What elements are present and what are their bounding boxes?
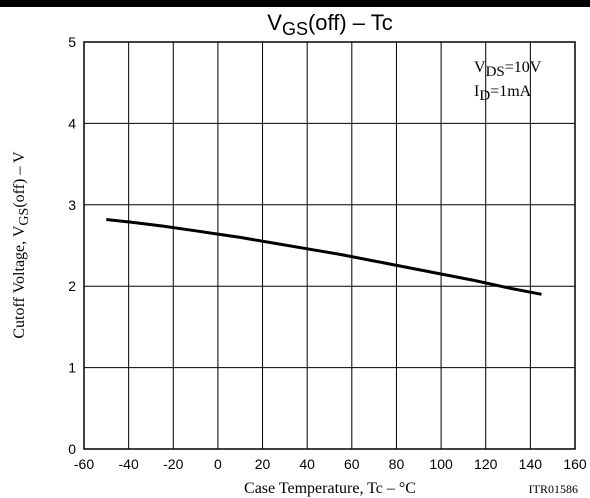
conditions-box: VDS=10V ID=1mA	[474, 59, 542, 104]
x-tick-label: 100	[429, 456, 453, 472]
condition-id-rest: =1mA	[490, 83, 531, 100]
condition-vds-main: V	[474, 59, 486, 76]
y-tick-label: 5	[68, 34, 76, 50]
figure-code: ITR01586	[529, 482, 578, 496]
series-line	[106, 218, 542, 296]
x-tick-label: 80	[389, 456, 405, 472]
x-tick-label: -60	[74, 456, 94, 472]
condition-id-sub: D	[479, 88, 490, 104]
x-tick-label: -40	[119, 456, 139, 472]
chart-title-sub: GS	[282, 19, 308, 39]
x-tick-label: 20	[255, 456, 271, 472]
y-axis-label: Cutoff Voltage, VGS(off) – V	[11, 151, 32, 339]
y-axis-label-main: Cutoff Voltage, V	[11, 225, 28, 338]
x-tick-label: 160	[563, 456, 587, 472]
condition-vds-sub: DS	[486, 64, 505, 80]
x-tick-label: 140	[519, 456, 543, 472]
chart-title-main: V	[267, 10, 282, 35]
y-tick-label: 1	[68, 360, 76, 376]
chart-title-rest: (off) – Tc	[308, 10, 393, 35]
x-tick-label: 0	[214, 456, 222, 472]
top-rule	[0, 0, 590, 7]
x-tick-label: 40	[299, 456, 315, 472]
grid	[83, 41, 576, 450]
y-axis-label-rest: (off) – V	[11, 151, 28, 208]
y-tick-label: 4	[68, 115, 76, 131]
x-axis-label: Case Temperature, Tc – °C	[244, 480, 416, 497]
condition-id-main: I	[474, 83, 479, 100]
chart-title: VGS(off) – Tc	[267, 10, 392, 39]
x-tick-label: 120	[474, 456, 498, 472]
y-tick-label: 0	[68, 441, 76, 457]
y-axis-label-sub: GS	[17, 208, 32, 226]
x-tick-label: -20	[163, 456, 183, 472]
y-tick-label: 2	[68, 278, 76, 294]
x-tick-label: 60	[344, 456, 360, 472]
condition-id: ID=1mA	[474, 83, 532, 104]
condition-vds: VDS=10V	[474, 59, 542, 80]
y-tick-label: 3	[68, 197, 76, 213]
condition-vds-rest: =10V	[505, 59, 542, 76]
plot-frame	[83, 41, 576, 450]
tick-labels: -60 -40 -20 0 20 40 60 80 100 120 140 160 0 1 2 3 4 5	[68, 34, 587, 472]
